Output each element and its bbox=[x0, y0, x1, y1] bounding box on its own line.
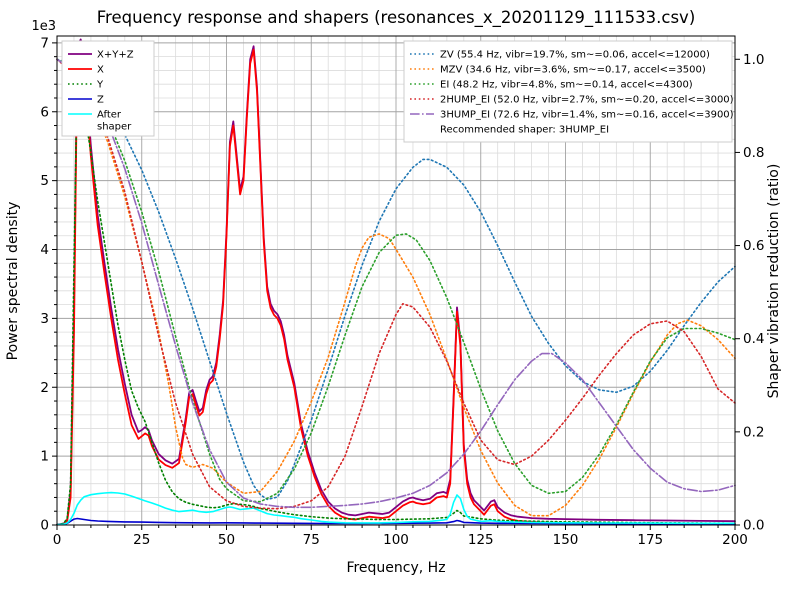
x-tick-label: 50 bbox=[218, 532, 235, 548]
shaper-curve-2hump-ei bbox=[56, 58, 736, 510]
left-y-tick-label: 5 bbox=[40, 173, 49, 189]
x-axis-label: Frequency, Hz bbox=[346, 560, 445, 576]
x-tick-label: 175 bbox=[637, 532, 663, 548]
left-y-tick-label: 0 bbox=[40, 518, 49, 534]
legend-label-3hump-ei: 3HUMP_EI (72.6 Hz, vibr=1.4%, sm~=0.16, … bbox=[440, 110, 734, 121]
left-y-tick-label: 3 bbox=[40, 311, 49, 327]
left-y-tick-label: 2 bbox=[40, 380, 49, 396]
right-y-axis-label: Shaper vibration reduction (ratio) bbox=[766, 164, 782, 399]
shaper-curve-ei bbox=[56, 58, 736, 503]
ticks-layer: 0 25 50 75 100 125 150 175 200 0 1 2 3 4 5 6 7 0.0 0.2 0.4 0… bbox=[40, 35, 764, 548]
x-tick-label: 25 bbox=[133, 532, 150, 548]
right-y-tick-label: 0.4 bbox=[743, 331, 764, 347]
psd-curve-z bbox=[56, 517, 736, 526]
right-y-tick-label: 0.8 bbox=[743, 145, 764, 161]
chart-title: Frequency response and shapers (resonanc… bbox=[97, 8, 696, 28]
left-y-tick-label: 4 bbox=[40, 242, 49, 258]
legend-label-x-y-z: X+Y+Z bbox=[97, 50, 134, 61]
psd-curve-x bbox=[56, 43, 736, 526]
legend-label-after-shaper: shaper bbox=[97, 122, 132, 133]
legend-label-ei: EI (48.2 Hz, vibr=4.8%, sm~=0.14, accel<… bbox=[440, 80, 693, 91]
left-y-tick-label: 7 bbox=[40, 35, 49, 51]
x-tick-label: 125 bbox=[468, 532, 494, 548]
left-y-axis-label: Power spectral density bbox=[5, 202, 21, 361]
x-tick-label: 150 bbox=[553, 532, 579, 548]
series-layer bbox=[56, 38, 736, 526]
shaper-curve-3hump-ei bbox=[56, 58, 736, 509]
psd-curve-x-y-z bbox=[56, 38, 736, 526]
legend-right: ZV (55.4 Hz, vibr=19.7%, sm~=0.06, accel… bbox=[403, 40, 734, 143]
legend-label-z: Z bbox=[97, 95, 104, 106]
shaper-curve-zv bbox=[56, 58, 736, 501]
legend-label-mzv: MZV (34.6 Hz, vibr=3.6%, sm~=0.17, accel… bbox=[440, 65, 706, 76]
right-y-tick-label: 0.0 bbox=[743, 518, 764, 534]
legend-label-2hump-ei: 2HUMP_EI (52.0 Hz, vibr=2.7%, sm~=0.20, … bbox=[440, 95, 734, 106]
x-tick-label: 100 bbox=[383, 532, 409, 548]
left-y-tick-label: 1 bbox=[40, 449, 49, 465]
legend-label-after-shaper: After bbox=[97, 110, 122, 121]
x-tick-label: 200 bbox=[722, 532, 748, 548]
shaper-curve-mzv bbox=[56, 58, 736, 517]
left-axis-offset-text: 1e3 bbox=[31, 19, 56, 34]
left-y-tick-label: 6 bbox=[40, 104, 49, 120]
legend-label-zv: ZV (55.4 Hz, vibr=19.7%, sm~=0.06, accel… bbox=[440, 50, 710, 61]
x-tick-label: 75 bbox=[303, 532, 320, 548]
legend-right-box bbox=[403, 40, 733, 143]
legend-label-y: Y bbox=[96, 80, 104, 91]
right-y-tick-label: 0.2 bbox=[743, 424, 764, 440]
legend-left-box bbox=[61, 40, 155, 137]
right-y-tick-label: 0.6 bbox=[743, 238, 764, 254]
right-y-tick-label: 1.0 bbox=[743, 52, 764, 68]
legend-label-x: X bbox=[97, 65, 104, 76]
x-tick-label: 0 bbox=[53, 532, 62, 548]
psd-curve-after-shaper bbox=[56, 491, 736, 526]
recommended-shaper-note: Recommended shaper: 3HUMP_EI bbox=[440, 125, 609, 136]
